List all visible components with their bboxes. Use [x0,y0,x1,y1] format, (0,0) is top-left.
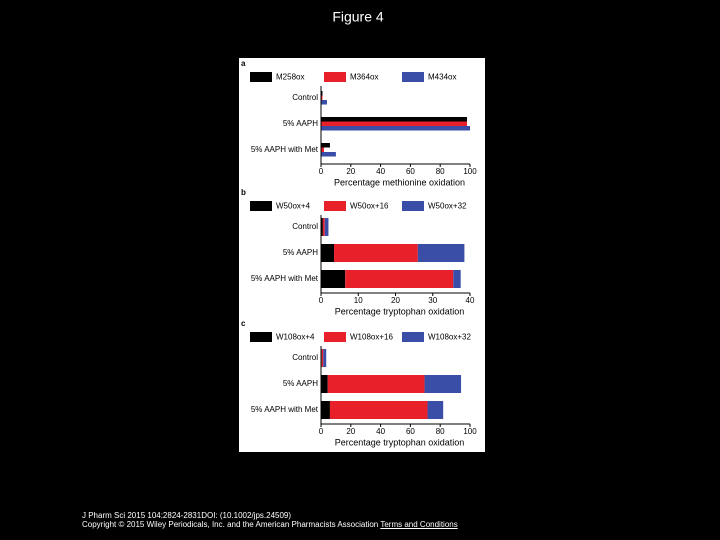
terms-link[interactable]: Terms and Conditions [380,520,458,529]
legend-swatch [250,332,272,342]
bar [321,126,470,131]
bar [321,152,336,157]
bar-segment [322,218,325,236]
bar-segment [321,375,328,393]
legend-swatch [402,332,424,342]
y-tick-label: 5% AAPH [283,379,318,388]
legend-label: M434ox [428,73,456,82]
bar-segment [427,401,444,419]
x-tick-label: 30 [428,296,437,305]
bar-segment [327,375,425,393]
legend-label: W108ox+4 [276,333,315,342]
legend-swatch [324,332,346,342]
legend-swatch [324,201,346,211]
y-tick-label: 5% AAPH with Met [251,274,319,283]
bar [321,117,468,122]
x-tick-label: 20 [346,427,355,436]
footer: J Pharm Sci 2015 104:2824-2831DOI: (10.1… [82,511,472,529]
bar-segment [345,270,454,288]
x-axis-label: Percentage methionine oxidation [334,177,465,187]
y-tick-label: 5% AAPH with Met [251,405,319,414]
legend-label: W50ox+4 [276,202,311,211]
bar-segment [321,218,323,236]
x-axis-label: Percentage tryptophan oxidation [335,437,465,447]
legend-label: M364ox [350,73,378,82]
x-tick-label: 0 [319,427,324,436]
legend-label: W108ox+16 [350,333,393,342]
x-tick-label: 20 [391,296,400,305]
panel-letter: a [241,59,246,68]
y-tick-label: 5% AAPH [283,248,318,257]
x-tick-label: 100 [463,427,477,436]
bar-segment [453,270,461,288]
legend-swatch [324,72,346,82]
bar [321,95,323,100]
bar-segment [321,349,324,367]
legend-swatch [250,201,272,211]
x-tick-label: 60 [406,167,415,176]
legend-label: W50ox+16 [350,202,389,211]
x-tick-label: 40 [376,427,385,436]
bar-segment [324,218,329,236]
legend-label: W108ox+32 [428,333,471,342]
x-tick-label: 60 [406,427,415,436]
legend-swatch [402,201,424,211]
y-tick-label: 5% AAPH [283,119,318,128]
y-tick-label: Control [292,353,318,362]
x-tick-label: 40 [376,167,385,176]
bar [321,147,324,152]
bar-segment [417,244,465,262]
legend-label: M258ox [276,73,304,82]
x-tick-label: 40 [466,296,475,305]
bar [321,143,330,148]
bar-segment [323,349,327,367]
bar-segment [329,401,428,419]
slide-title: Figure 4 [332,9,384,25]
x-tick-label: 0 [319,167,324,176]
figure: Figure 4 a M258ox M364ox M434ox Control 5% AA… [239,9,485,452]
x-tick-label: 20 [346,167,355,176]
citation: J Pharm Sci 2015 104:2824-2831DOI: (10.1… [82,511,292,520]
x-tick-label: 80 [436,167,445,176]
x-tick-label: 100 [463,167,477,176]
y-tick-label: 5% AAPH with Met [251,145,319,154]
x-tick-label: 10 [354,296,363,305]
x-axis-label: Percentage tryptophan oxidation [335,306,465,316]
bar-segment [424,375,462,393]
bar-segment [321,244,335,262]
copyright: Copyright © 2015 Wiley Periodicals, Inc.… [82,520,379,529]
bar [321,91,323,96]
legend-swatch [402,72,424,82]
bar-segment [321,401,330,419]
bar [321,121,468,126]
x-tick-label: 80 [436,427,445,436]
bar-segment [321,270,346,288]
y-tick-label: Control [292,222,318,231]
bar-segment [334,244,418,262]
bar [321,100,327,105]
legend-swatch [250,72,272,82]
panel-letter: b [241,188,246,197]
y-tick-label: Control [292,93,318,102]
x-tick-label: 0 [319,296,324,305]
panel-letter: c [241,319,246,328]
legend-label: W50ox+32 [428,202,467,211]
